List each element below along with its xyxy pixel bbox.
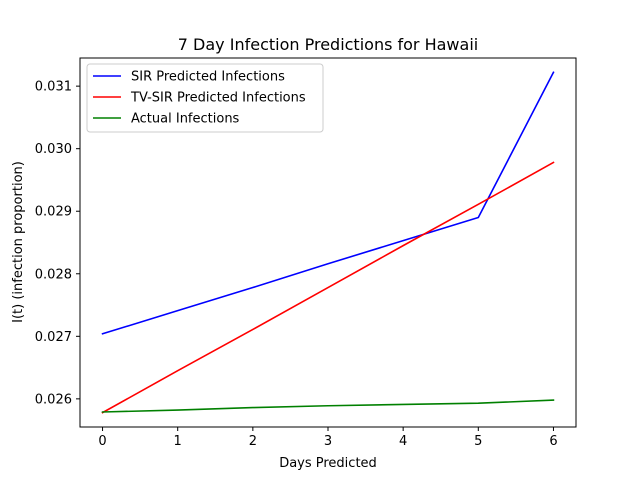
- x-tick-label: 4: [399, 434, 407, 449]
- y-tick-label: 0.026: [35, 392, 72, 407]
- series-line-1: [101, 71, 555, 335]
- x-tick-label: 6: [549, 434, 557, 449]
- legend: SIR Predicted Infections TV-SIR Predicted…: [86, 63, 324, 133]
- legend-label: TV-SIR Predicted Infections: [130, 91, 306, 106]
- legend-label: SIR Predicted Infections: [131, 70, 285, 85]
- chart-title: 7 Day Infection Predictions for Hawaii: [178, 35, 478, 54]
- x-tick-label: 2: [249, 434, 257, 449]
- series-line-3: [101, 399, 555, 413]
- x-axis-label: Days Predicted: [279, 456, 377, 471]
- y-tick-label: 0.030: [35, 142, 72, 157]
- x-tick-label: 5: [474, 434, 482, 449]
- x-axis: 0 1 2 3 4 5 6: [98, 427, 558, 449]
- y-axis-label: I(t) (infection proportion): [11, 161, 26, 323]
- y-tick-label: 0.031: [35, 80, 72, 95]
- legend-box: [86, 63, 324, 133]
- x-tick-label: 1: [174, 434, 182, 449]
- plot-area: [101, 71, 555, 414]
- series-line-2: [101, 161, 555, 414]
- y-tick-label: 0.029: [35, 205, 72, 220]
- x-tick-label: 0: [98, 434, 106, 449]
- x-tick-label: 3: [324, 434, 332, 449]
- y-axis: 0.026 0.027 0.028 0.029 0.030 0.031: [35, 80, 80, 407]
- y-tick-label: 0.028: [35, 267, 72, 282]
- y-tick-label: 0.027: [35, 330, 72, 345]
- legend-label: Actual Infections: [131, 112, 240, 127]
